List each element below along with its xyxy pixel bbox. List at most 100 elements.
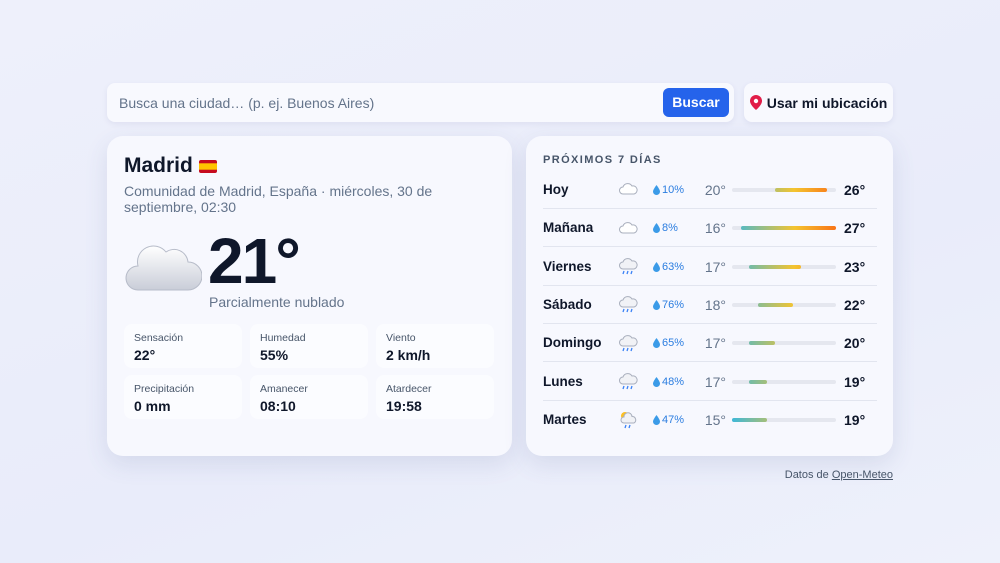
range-track bbox=[732, 341, 836, 346]
weather-icon bbox=[618, 286, 638, 324]
precipitation-value: 48% bbox=[662, 375, 685, 388]
precipitation-value: 63% bbox=[662, 260, 685, 273]
drop-icon bbox=[653, 338, 660, 349]
range-bar bbox=[732, 417, 767, 422]
day-name: Hoy bbox=[543, 182, 569, 197]
forecast-row: Lunes 48% 17° 19° bbox=[543, 363, 877, 401]
precipitation-value: 10% bbox=[662, 184, 685, 196]
search-box[interactable]: Busca una ciudad… (p. ej. Buenos Aires) … bbox=[107, 83, 734, 122]
range-bar bbox=[740, 226, 836, 231]
precipitation-value: 65% bbox=[662, 337, 685, 350]
footer-text: Datos de bbox=[784, 469, 829, 481]
stat-label: Humedad bbox=[260, 332, 306, 344]
stat-tile: Amanecer 08:10 bbox=[250, 375, 368, 419]
precipitation-value: 8% bbox=[662, 222, 678, 235]
current-card: Madrid Comunidad de Madrid, España · mié… bbox=[107, 136, 512, 456]
stat-label: Sensación bbox=[134, 332, 184, 344]
location-line: Comunidad de Madrid, España · miércoles,… bbox=[124, 183, 433, 215]
stat-value: 55% bbox=[260, 347, 289, 363]
range-bar bbox=[775, 188, 828, 192]
icon bbox=[619, 334, 638, 351]
range-bar bbox=[749, 341, 776, 346]
range-track bbox=[732, 188, 836, 192]
forecast-row: Hoy 10% 20° 26° bbox=[543, 171, 877, 209]
range-track bbox=[732, 226, 836, 231]
low-temp: 17° bbox=[704, 258, 726, 275]
stat-value: 22° bbox=[134, 347, 156, 363]
stat-tile: Atardecer 19:58 bbox=[376, 375, 494, 419]
forecast-row: Domingo 65% 17° 20° bbox=[543, 324, 877, 363]
icon bbox=[619, 296, 638, 313]
stat-value: 19:58 bbox=[386, 398, 422, 414]
day-name: Martes bbox=[543, 411, 587, 427]
city-name: Madrid bbox=[124, 154, 193, 177]
weather-icon bbox=[618, 209, 638, 247]
weather-icon bbox=[125, 245, 202, 291]
day-name: Lunes bbox=[543, 373, 583, 389]
icon bbox=[619, 258, 638, 275]
temperature: 21° bbox=[208, 225, 301, 297]
stat-label: Viento bbox=[386, 332, 416, 344]
drop-icon bbox=[653, 223, 660, 234]
stat-label: Atardecer bbox=[386, 383, 432, 395]
icon bbox=[619, 183, 638, 195]
precipitation: 47% bbox=[653, 401, 684, 439]
precipitation-value: 76% bbox=[662, 298, 685, 311]
precipitation: 76% bbox=[653, 286, 684, 324]
weather-icon bbox=[618, 248, 638, 286]
precipitation: 48% bbox=[653, 363, 684, 401]
flag-icon bbox=[198, 159, 217, 173]
precipitation: 10% bbox=[653, 171, 684, 209]
high-temp: 19° bbox=[844, 411, 866, 428]
range-bar bbox=[749, 379, 767, 384]
stat-tile: Sensación 22° bbox=[124, 324, 242, 368]
weather-icon bbox=[618, 363, 638, 401]
drop-icon bbox=[653, 185, 660, 195]
high-temp: 22° bbox=[844, 296, 866, 313]
high-temp: 26° bbox=[844, 182, 866, 198]
low-temp: 17° bbox=[704, 373, 726, 390]
stat-value: 2 km/h bbox=[386, 347, 431, 363]
precipitation: 63% bbox=[653, 248, 684, 286]
low-temp: 15° bbox=[704, 411, 726, 428]
range-bar bbox=[758, 302, 793, 307]
stat-label: Amanecer bbox=[260, 383, 308, 395]
range-track bbox=[732, 302, 836, 307]
forecast-row: Viernes 63% 17° 23° bbox=[543, 248, 877, 286]
footer: Datos de Open-Meteo bbox=[785, 469, 893, 481]
stat-tile: Precipitación 0 mm bbox=[124, 375, 242, 419]
forecast-row: Sábado 76% 18° 22° bbox=[543, 286, 877, 324]
weather-icon bbox=[618, 171, 638, 209]
stat-value: 08:10 bbox=[260, 398, 296, 414]
city: Madrid bbox=[124, 154, 217, 178]
low-temp: 17° bbox=[704, 335, 726, 352]
stat-tile: Humedad 55% bbox=[250, 324, 368, 368]
day-name: Domingo bbox=[543, 335, 602, 351]
weather-icon bbox=[618, 324, 638, 362]
forecast-row: Martes 47% 15° 19° bbox=[543, 401, 877, 439]
condition: Parcialmente nublado bbox=[209, 294, 345, 310]
range-track bbox=[732, 379, 836, 384]
range-track bbox=[732, 264, 836, 269]
forecast-row: Mañana 8% 16° 27° bbox=[543, 209, 877, 248]
day-name: Sábado bbox=[543, 296, 592, 312]
precipitation: 8% bbox=[653, 209, 678, 247]
high-temp: 19° bbox=[844, 373, 866, 390]
footer-link[interactable]: Open-Meteo bbox=[831, 469, 893, 481]
icon bbox=[619, 373, 638, 390]
low-temp: 18° bbox=[704, 296, 726, 313]
forecast-card: PRÓXIMOS 7 DÍAS Hoy 10% 20° 26° Mañana 8% 16° 2… bbox=[526, 136, 893, 456]
search-button[interactable]: Buscar bbox=[663, 88, 729, 117]
icon bbox=[620, 412, 637, 429]
day-name: Mañana bbox=[543, 220, 594, 236]
low-temp: 16° bbox=[704, 220, 726, 237]
precipitation: 65% bbox=[653, 324, 684, 362]
range-bar bbox=[749, 264, 802, 269]
stat-value: 0 mm bbox=[134, 398, 171, 414]
precipitation-value: 47% bbox=[662, 413, 685, 426]
location-button[interactable]: Usar mi ubicación bbox=[744, 83, 893, 122]
location-label: Usar mi ubicación bbox=[766, 94, 888, 111]
drop-icon bbox=[653, 261, 660, 272]
